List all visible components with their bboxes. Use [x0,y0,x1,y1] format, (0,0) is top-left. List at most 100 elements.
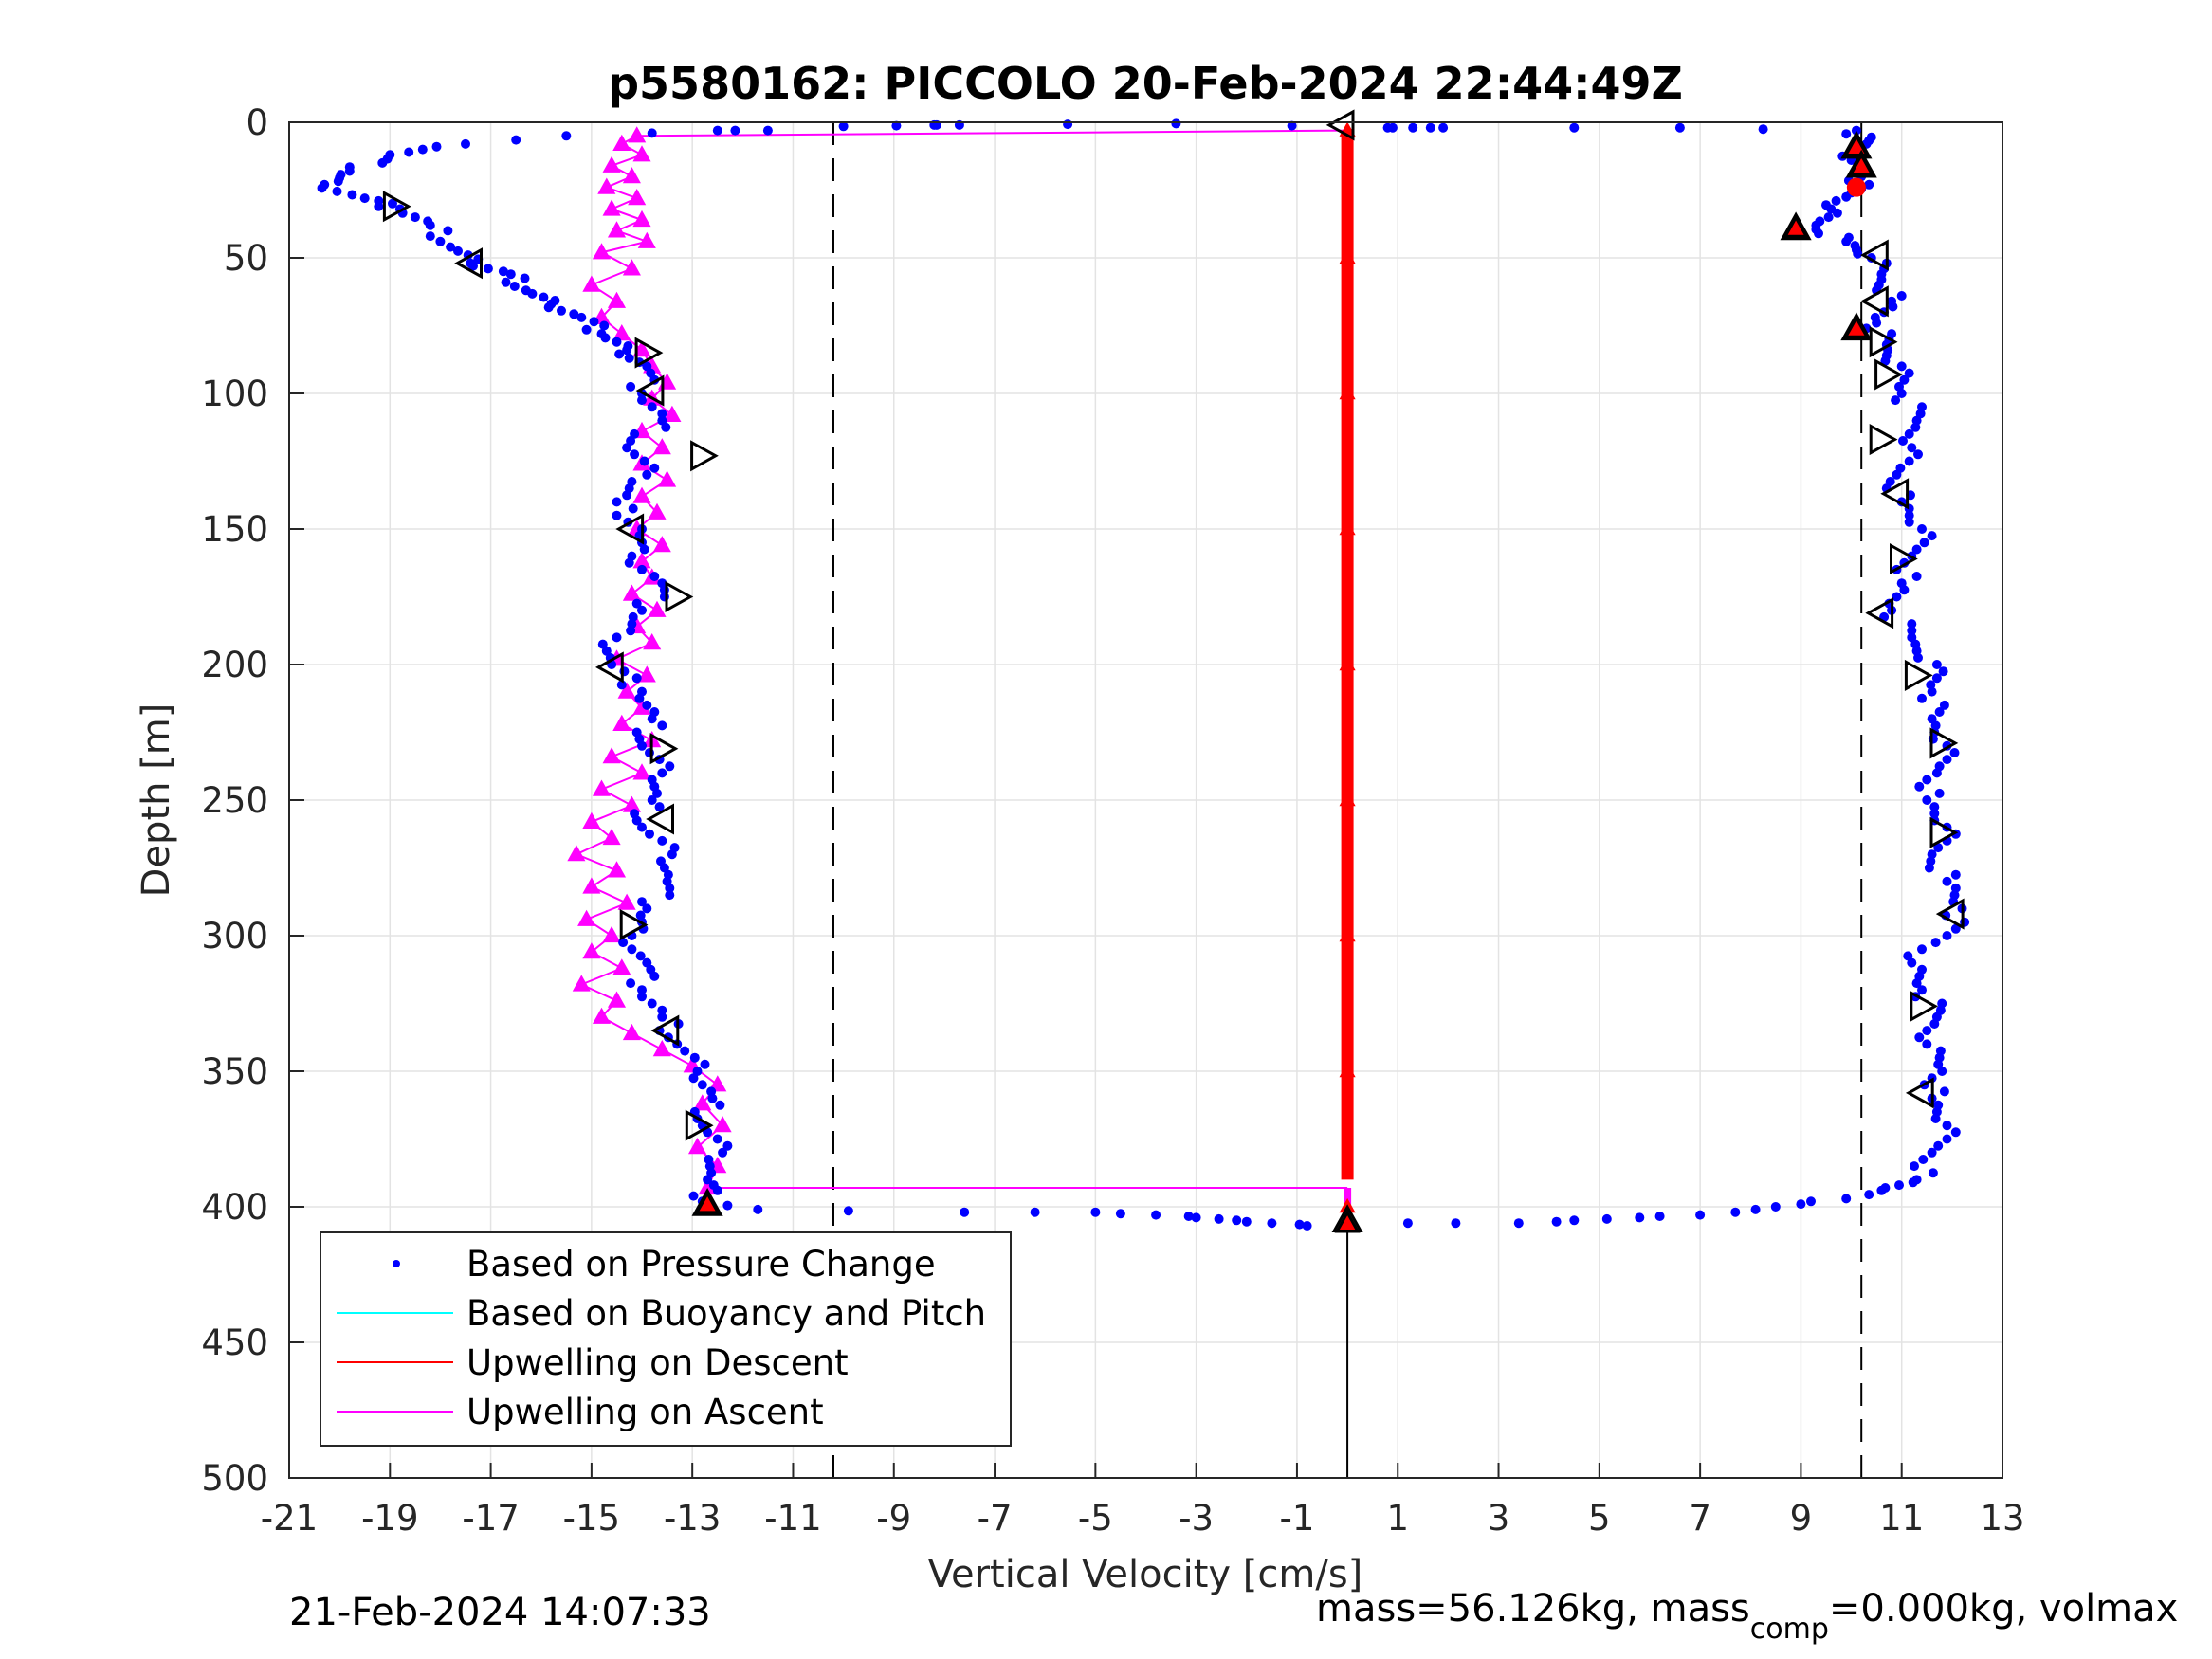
pressure-change-ascent-point [1907,632,1917,643]
pressure-change-descent-point [642,903,652,914]
markers [382,109,1965,1233]
pressure-change-ascent-point [1950,923,1961,934]
pressure-change-ascent-point [1635,1212,1645,1223]
upwelling-descent-point [1339,926,1356,942]
pressure-change-ascent-point [1950,1127,1961,1138]
pressure-change-descent-point [712,1134,722,1144]
upwelling-descent-point [1339,655,1356,671]
pressure-change-descent-point [637,992,647,1002]
legend-label-upwelling-ascent: Upwelling on Ascent [466,1392,824,1432]
pressure-change-descent-point [624,353,634,363]
outline-triangle-marker [1929,816,1959,848]
upwelling-ascent-point [582,942,601,959]
pressure-change-ascent-point [1569,1215,1580,1226]
upwelling-descent-point [1339,384,1356,400]
pressure-change-ascent-point [1934,788,1945,798]
pressure-change-ascent-point [1922,1039,1932,1049]
pressure-change-descent-point [649,572,660,581]
pressure-change-ascent-point [1796,1199,1806,1210]
outline-triangle-marker [382,191,411,223]
pressure-change-ascent-point [1841,129,1852,139]
outline-triangle-marker [1780,211,1812,241]
upwelling-ascent-point [632,145,651,162]
upwelling-ascent-point [632,486,651,503]
pressure-change-descent-point [417,144,428,155]
x-axis-title: Vertical Velocity [cm/s] [928,1553,1363,1596]
pressure-change-ascent-point [1931,660,1942,669]
pressure-change-descent-point [637,740,647,751]
pressure-change-ascent-point [1870,312,1880,322]
upwelling-ascent-point [567,845,586,862]
pressure-change-ascent-point [1933,843,1944,853]
pressure-change-ascent-point [1933,1100,1944,1110]
upwelling-ascent-point [713,1116,732,1133]
footer-mass-info: mass=56.126kg, masscomp=0.000kg, volmax [1316,1587,2178,1646]
y-tick-label: 500 [201,1458,268,1499]
upwelling-ascent-point [602,747,621,764]
pressure-change-ascent-point [1904,510,1914,520]
pressure-change-descent-point [630,449,640,460]
pressure-change-ascent-point [1896,578,1907,589]
x-tick-label: -5 [1078,1498,1113,1539]
pressure-change-ascent-point [1896,291,1907,301]
pressure-change-descent-point [1267,1218,1277,1229]
pressure-change-ascent-point [1935,1046,1946,1056]
pressure-change-ascent-point [1904,428,1914,439]
pressure-change-descent-point [581,324,592,335]
pressure-change-ascent-point [1942,1134,1952,1144]
upwelling-ascent-point [622,1023,641,1041]
pressure-change-ascent-point [1864,179,1874,190]
pressure-change-descent-point [680,1046,690,1056]
upwelling-ascent-point [628,126,647,143]
pressure-change-ascent-point [1896,361,1907,372]
outline-triangle-marker [634,337,664,369]
pressure-change-ascent-point [1942,931,1952,940]
pressure-change-ascent-point [1451,1218,1461,1229]
pressure-change-descent-point [649,463,660,473]
pressure-change-descent-point [665,761,675,772]
pressure-change-ascent-point [1171,118,1181,129]
upwelling-ascent-point [637,231,656,248]
upwelling-descent-point [1339,791,1356,807]
upwelling-ascent-point [708,1075,727,1092]
upwelling-ascent-point [582,877,601,894]
pressure-change-descent-point [612,337,622,347]
outline-triangle-marker [1929,727,1959,759]
y-tick-label: 300 [201,916,268,957]
pressure-change-descent-point [665,890,675,901]
pressure-change-descent-point [332,186,342,196]
x-tick-label: -17 [462,1498,519,1539]
pressure-change-descent-point [627,944,637,955]
pressure-change-descent-point [1030,1207,1040,1217]
pressure-change-descent-point [637,605,647,615]
pressure-change-descent-point [501,277,511,287]
pressure-change-descent-point [730,125,740,136]
pressure-change-descent-point [635,951,646,961]
footer-mass-subscript: comp [1750,1613,1829,1646]
y-tick-label: 200 [201,645,268,685]
pressure-change-ascent-point [1730,1207,1741,1217]
upwelling-ascent-point [632,763,651,780]
pressure-change-ascent-point [1887,329,1897,339]
pressure-change-ascent-point [1907,619,1917,629]
pressure-change-descent-point [647,998,657,1009]
pressure-change-ascent-point [1866,132,1876,142]
pressure-change-descent-point [511,135,521,145]
upwelling-descent-point [1339,520,1356,536]
pressure-change-ascent-point [1806,1196,1816,1207]
pressure-change-descent-point [637,395,647,406]
upwelling-ascent-point [617,893,636,910]
pressure-change-ascent-point [1934,761,1945,772]
pressure-change-descent-point [652,788,662,798]
y-tick-label: 0 [246,102,268,143]
pressure-change-ascent-point [1851,125,1861,136]
pressure-change-ascent-point [1821,200,1831,210]
outline-triangle-marker [1910,990,1939,1022]
pressure-change-descent-point [645,829,654,839]
pressure-change-descent-point [700,1059,710,1069]
x-tick-label: 1 [1386,1498,1409,1539]
pressure-change-ascent-point [1831,195,1841,206]
pressure-change-ascent-point [891,120,902,131]
pressure-change-descent-point [628,503,638,514]
x-tick-label: -15 [563,1498,620,1539]
